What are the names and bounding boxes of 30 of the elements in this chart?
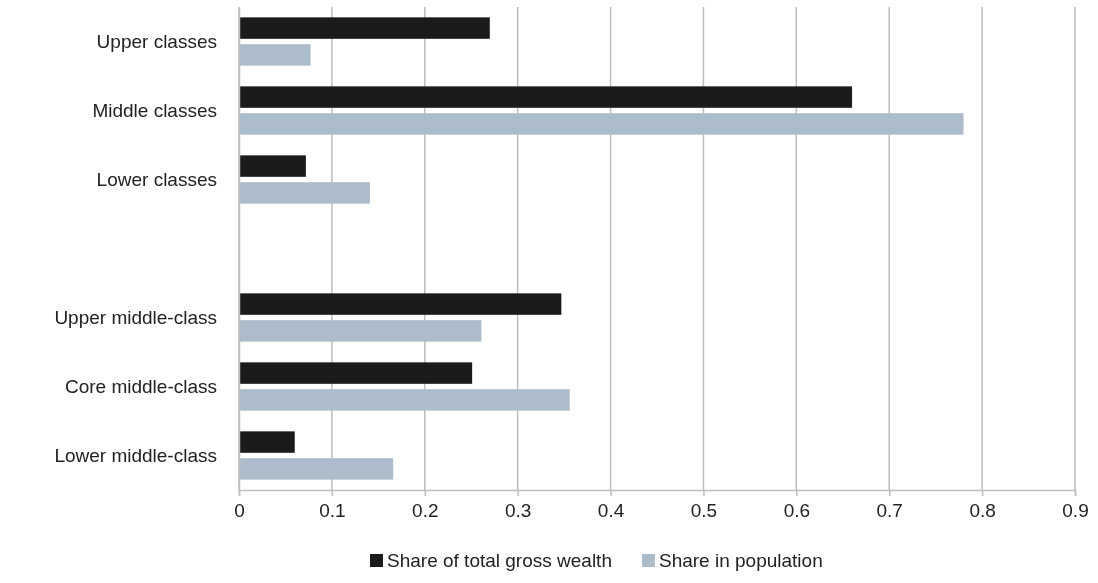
bar <box>239 320 482 342</box>
bar <box>239 362 473 384</box>
x-tick-label: 0 <box>234 500 245 522</box>
bar <box>239 293 562 315</box>
bar <box>239 113 964 135</box>
legend-label: Share in population <box>658 550 823 571</box>
y-tick-label: Upper middle-class <box>54 306 217 328</box>
bar <box>239 389 570 411</box>
x-tick-label: 0.2 <box>412 500 439 522</box>
x-tick-label: 0.4 <box>597 500 625 522</box>
x-tick-label: 0.5 <box>690 500 718 522</box>
bar <box>239 458 394 480</box>
legend-label: Share of total gross wealth <box>387 550 612 571</box>
bar <box>239 182 370 204</box>
x-tick-label: 0.1 <box>319 500 346 522</box>
x-tick-label: 0.6 <box>783 500 811 522</box>
bar <box>239 155 306 177</box>
x-tick-label: 0.7 <box>876 500 903 522</box>
x-tick-label: 0.3 <box>504 500 532 522</box>
bar <box>239 44 311 66</box>
y-tick-label: Lower classes <box>96 168 217 190</box>
y-tick-label: Lower middle-class <box>54 444 217 466</box>
y-tick-label: Upper classes <box>96 30 217 52</box>
x-tick-label: 0.9 <box>1062 500 1089 522</box>
bar <box>239 17 490 39</box>
bar <box>239 86 853 108</box>
x-tick-label: 0.8 <box>969 500 996 522</box>
y-tick-label: Core middle-class <box>64 375 217 397</box>
bar <box>239 431 295 453</box>
y-tick-label: Middle classes <box>92 99 217 121</box>
